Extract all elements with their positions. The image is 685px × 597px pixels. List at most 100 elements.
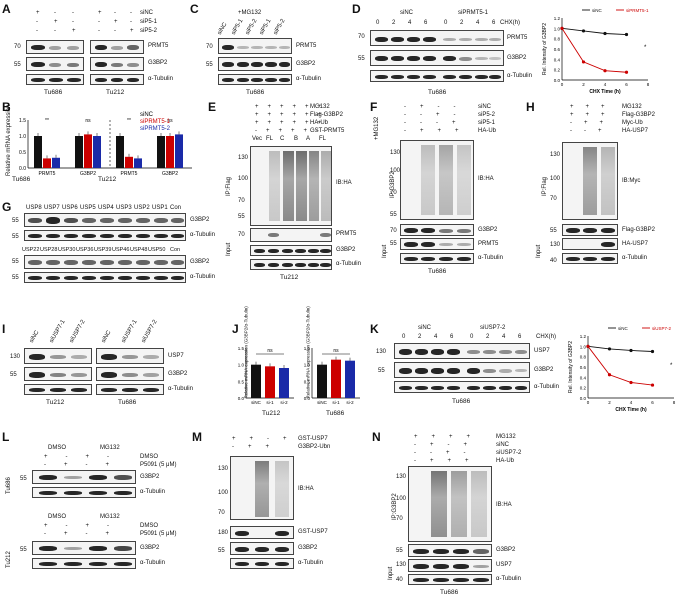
e-row-label: Flag-G3BP2 — [310, 112, 344, 118]
input-label: Input — [382, 244, 388, 258]
lane-label: B — [294, 136, 299, 142]
n-signs: ++++ — [414, 434, 485, 440]
tick-label: 0.0 — [554, 78, 561, 83]
bar — [157, 136, 165, 168]
h-row-label: Myc-Ub — [622, 120, 643, 126]
h-row-label: Flag-G3BP2 — [622, 112, 656, 118]
treatment-label: +MG132 — [238, 10, 262, 16]
western-blot — [218, 38, 292, 54]
western-blot — [394, 362, 530, 378]
lane-label: USP28 — [40, 247, 58, 253]
tick-label: 1.0 — [19, 134, 26, 140]
lane-label: USP8 — [26, 205, 42, 211]
x-axis-label: CHX Time (h) — [615, 407, 647, 413]
a-row-label: siP5-1 — [140, 19, 158, 25]
tick-label: 0.6 — [554, 47, 561, 52]
cell-line-label: Tu212 — [262, 410, 281, 417]
time-label: 2 — [486, 334, 490, 340]
time-label: 2 — [418, 334, 422, 340]
data-point — [607, 347, 612, 351]
mw-marker: 130 — [396, 474, 407, 480]
mw-marker: 130 — [376, 349, 387, 355]
time-label: 6 — [424, 20, 428, 26]
western-blot — [90, 57, 144, 71]
ib-label: IB:HA — [478, 176, 494, 182]
mw-marker: 55 — [550, 228, 557, 234]
lane-label: siP5-2 — [272, 18, 287, 36]
tick-label: 1.0 — [554, 26, 561, 31]
lane-label: USP36 — [76, 247, 94, 253]
mw-marker: 55 — [390, 212, 397, 218]
l-signs: -+-+ — [44, 531, 128, 537]
mw-marker: 55 — [358, 56, 365, 62]
data-point — [629, 348, 633, 353]
western-blot — [90, 40, 144, 54]
western-blot — [394, 381, 530, 393]
panel-label-h: H — [526, 100, 535, 114]
western-blot — [394, 343, 530, 359]
panel-label-d: D — [352, 2, 361, 16]
western-blot — [230, 558, 294, 569]
mw-marker: 130 — [238, 155, 249, 161]
western-blot — [400, 253, 474, 264]
mw-marker: 55 — [12, 275, 19, 281]
bar — [116, 136, 124, 168]
significance-label: * — [670, 363, 673, 369]
band-label: α-Tubulin — [190, 274, 215, 280]
mw-marker: 55 — [238, 214, 245, 220]
western-blot — [96, 348, 164, 364]
category-label: PRMT5 — [121, 171, 138, 177]
lane-label: USP39 — [94, 247, 112, 253]
legend-entry: siNC — [592, 8, 602, 13]
treatment-label: DMSO — [48, 445, 66, 451]
panel-d-line-chart: 0.0 0.2 0.4 0.6 0.8 1.0 1.2 0 2 4 6 8 siNC siPRMT5-1 *… — [542, 8, 650, 95]
data-point — [586, 344, 590, 348]
western-blot — [562, 224, 618, 236]
western-blot — [218, 57, 292, 71]
a-sign: - — [130, 10, 132, 16]
mw-marker: 70 — [218, 510, 225, 516]
time-label: 6 — [518, 334, 522, 340]
significance-label: ** — [45, 118, 49, 124]
category-label: si-1 — [332, 400, 340, 405]
legend-entry: siNC — [140, 112, 153, 118]
bar — [93, 136, 101, 168]
band-label: G3BP2 — [298, 545, 318, 551]
mw-marker: 55 — [14, 62, 21, 68]
lane-label: C — [280, 136, 285, 142]
h-signs: --+ — [570, 128, 614, 134]
western-blot — [32, 558, 136, 569]
category-label: si-2 — [280, 400, 288, 405]
lane-label: siUSP7-2 — [68, 319, 87, 344]
e-signs: -++++- — [255, 128, 328, 134]
legend-entry: siUSP7-2 — [652, 326, 672, 331]
cell-line-label: Tu686 — [6, 477, 12, 494]
data-point — [603, 31, 607, 36]
panel-label-c: C — [190, 2, 199, 16]
mw-marker: 100 — [218, 490, 229, 496]
group-label: siNC — [400, 10, 413, 16]
mw-marker: 130 — [396, 562, 407, 568]
e-row-label: HA-Ub — [310, 120, 329, 126]
panel-label-l: L — [2, 430, 10, 444]
western-blot — [230, 456, 294, 520]
cell-line-label: Tu686 — [428, 89, 447, 96]
series-line — [587, 345, 653, 352]
western-blot — [26, 57, 84, 71]
tick-label: 6 — [651, 400, 654, 405]
band-label: α-Tubulin — [622, 255, 647, 261]
time-label: 0 — [444, 20, 448, 26]
mw-marker: 70 — [238, 198, 245, 204]
ip-label: IP:G3BP2 — [392, 493, 398, 520]
legend-entry: siPRMT5-1 — [626, 8, 649, 13]
significance-label: ns — [333, 348, 339, 354]
group-label: siNC — [418, 325, 431, 331]
a-sign: - — [98, 28, 100, 34]
data-point — [650, 349, 655, 354]
group-label: siUSP7-2 — [480, 325, 506, 331]
western-blot — [370, 70, 504, 82]
western-blot — [96, 384, 164, 395]
lane-label: Vec — [252, 136, 263, 142]
lane-label: siNC — [28, 329, 41, 344]
mw-marker: 70 — [390, 190, 397, 196]
